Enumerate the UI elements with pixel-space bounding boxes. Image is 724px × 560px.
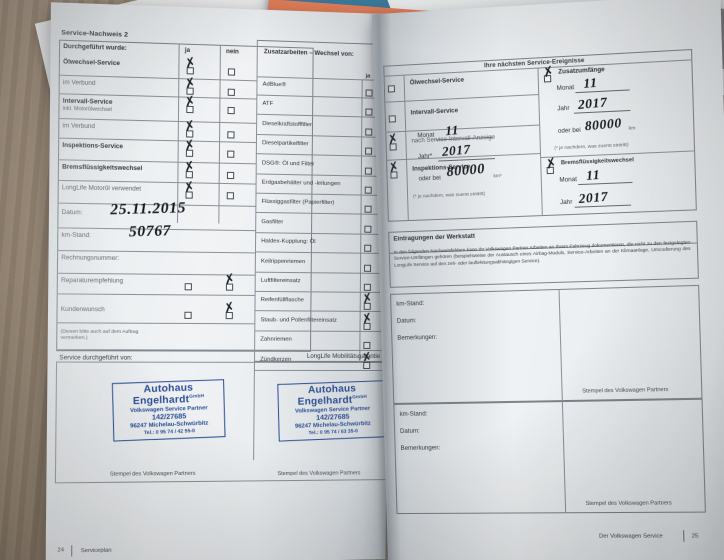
footer-divider-left	[71, 545, 73, 557]
checkbox-box[interactable]	[225, 283, 234, 291]
left-page-number: 24	[57, 547, 65, 554]
zusatz-checkbox-box[interactable]	[543, 75, 552, 83]
checkbox-box[interactable]	[184, 283, 192, 291]
checkbox-box[interactable]	[186, 67, 194, 75]
checkbox-box[interactable]	[185, 191, 193, 199]
brems-checkbox[interactable]: ✗	[544, 154, 559, 180]
service-row-sublabel: inkl. Motorölwechsel	[62, 105, 112, 114]
next-event-checkbox[interactable]: ✗	[386, 130, 400, 155]
zusatz-monat-value: 11	[582, 74, 599, 91]
next-event-checkbox[interactable]	[388, 109, 397, 127]
inspection-jahr-label: Jahr*	[417, 152, 433, 161]
right-page-number: 25	[691, 533, 699, 540]
cb-field-label: Reparaturempfehlung	[61, 276, 124, 285]
checkbox-box[interactable]	[184, 311, 192, 319]
auftrag-note: (Diesen bitte auch auf dem Auftrag verme…	[60, 329, 139, 342]
service-checkbox-ja[interactable]: ✗	[183, 54, 198, 80]
extras-col-ja: ja	[365, 73, 371, 80]
checkbox-box[interactable]	[185, 149, 194, 157]
checkbox-box[interactable]	[389, 143, 397, 151]
form-field-value: 25.11.2015	[109, 200, 187, 219]
checkbox-box[interactable]	[227, 106, 235, 115]
checkbox-box[interactable]	[225, 311, 233, 320]
checkbox-box[interactable]	[387, 85, 396, 93]
left-page-title: Service-Nachweis 2	[61, 29, 129, 39]
cb-field-nein[interactable]: ✗	[222, 299, 237, 324]
zusatz-oder-value: 80000	[584, 114, 623, 134]
zusatz-checkbox[interactable]: ✗	[541, 63, 556, 88]
workshop-entry-2[interactable]	[393, 398, 706, 515]
entry2-km-label: km-Stand:	[399, 410, 428, 418]
inspection-oder-label: oder bei	[418, 174, 441, 183]
service-checkbox-ja[interactable]: ✗	[182, 158, 197, 183]
col-header-nein: nein	[225, 47, 239, 56]
longlife-mobility-label: LongLife Mobilitätsgarantie	[306, 352, 381, 361]
booklet-right-page: Ihre nächsten Service-Ereignisse Ölwechs…	[371, 0, 724, 560]
brems-monat-label: Monat	[559, 175, 578, 184]
checkbox-box[interactable]	[390, 171, 398, 179]
checkbox-box[interactable]	[227, 88, 235, 96]
checkbox-box[interactable]	[227, 68, 236, 76]
service-checkbox-ja[interactable]: ✗	[182, 136, 197, 162]
zusatz-jahr-label: Jahr	[557, 104, 570, 113]
checkbox-box[interactable]	[227, 131, 235, 139]
zusatz-jahr-value: 2017	[577, 94, 608, 113]
entry2-datum-label: Datum:	[399, 427, 420, 435]
service-checkbox-nein[interactable]	[227, 101, 235, 119]
brems-monat-value: 11	[585, 166, 601, 184]
checkbox-box[interactable]	[226, 171, 235, 180]
cb-field-label: Kundenwunsch	[60, 305, 105, 314]
inspection-monat-label: Monat	[417, 131, 435, 140]
checkbox-box[interactable]	[185, 171, 193, 179]
form-field-label: Rechnungsnummer:	[61, 254, 120, 263]
cb-field-ja[interactable]	[184, 306, 192, 324]
service-checkbox-nein[interactable]	[227, 62, 236, 80]
entry2-stamp-caption: Stempel des Volkswagen Partners	[585, 500, 672, 508]
right-footer-text: Der Volkswagen Service	[599, 533, 663, 540]
inspection-monat-value: 11	[444, 121, 460, 139]
zusatz-monat-label: Monat	[556, 84, 575, 93]
form-field-label: km-Stand:	[61, 231, 91, 240]
brems-jahr-label: Jahr	[559, 198, 573, 207]
checkbox-box[interactable]	[186, 87, 194, 95]
form-field-value: 50767	[128, 222, 172, 241]
next-event-checkbox[interactable]	[387, 79, 396, 97]
col-header-ja: ja	[184, 46, 191, 54]
checkbox-box[interactable]	[388, 115, 396, 123]
inspection-km-unit: km*	[493, 173, 502, 180]
open-service-booklet: Service-Nachweis 2 Durchgeführt wurde: j…	[45, 0, 724, 560]
checkbox-box[interactable]	[186, 105, 194, 114]
left-footer-text: Serviceplan	[80, 547, 112, 555]
inspection-oder-value: 80000	[446, 161, 486, 181]
entry1-bemerkungen-label: Bemerkungen:	[397, 333, 438, 342]
workshop-entry-1[interactable]	[390, 284, 703, 404]
service-checkbox-nein[interactable]	[227, 144, 235, 162]
checkbox-box[interactable]	[227, 150, 235, 158]
entry1-datum-label: Datum:	[396, 317, 417, 325]
footer-divider-right	[683, 530, 685, 542]
booklet-left-page: Service-Nachweis 2 Durchgeführt wurde: j…	[45, 2, 448, 560]
entry2-bemerkungen-label: Bemerkungen:	[400, 444, 441, 452]
inspection-jahr-value: 2017	[441, 141, 472, 159]
entry1-km-label: km-Stand:	[396, 299, 425, 308]
service-checkbox-ja[interactable]: ✗	[183, 93, 197, 119]
zusatz-oder-label: oder bei	[557, 126, 581, 135]
form-field-label: Datum:	[61, 208, 83, 217]
service-checkbox-nein[interactable]	[226, 186, 234, 204]
service-checkbox-nein[interactable]	[226, 166, 235, 184]
zusatz-km-unit: km	[628, 126, 636, 132]
checkbox-box[interactable]	[226, 192, 234, 200]
cb-field-ja[interactable]	[184, 277, 192, 295]
checkbox-box[interactable]	[186, 130, 194, 138]
brems-jahr-value: 2017	[578, 188, 609, 207]
cb-field-nein[interactable]: ✗	[222, 270, 237, 295]
brems-checkbox-box[interactable]	[546, 166, 555, 175]
service-checkbox-ja[interactable]: ✗	[182, 178, 196, 203]
next-event-checkbox[interactable]: ✗	[386, 158, 401, 183]
